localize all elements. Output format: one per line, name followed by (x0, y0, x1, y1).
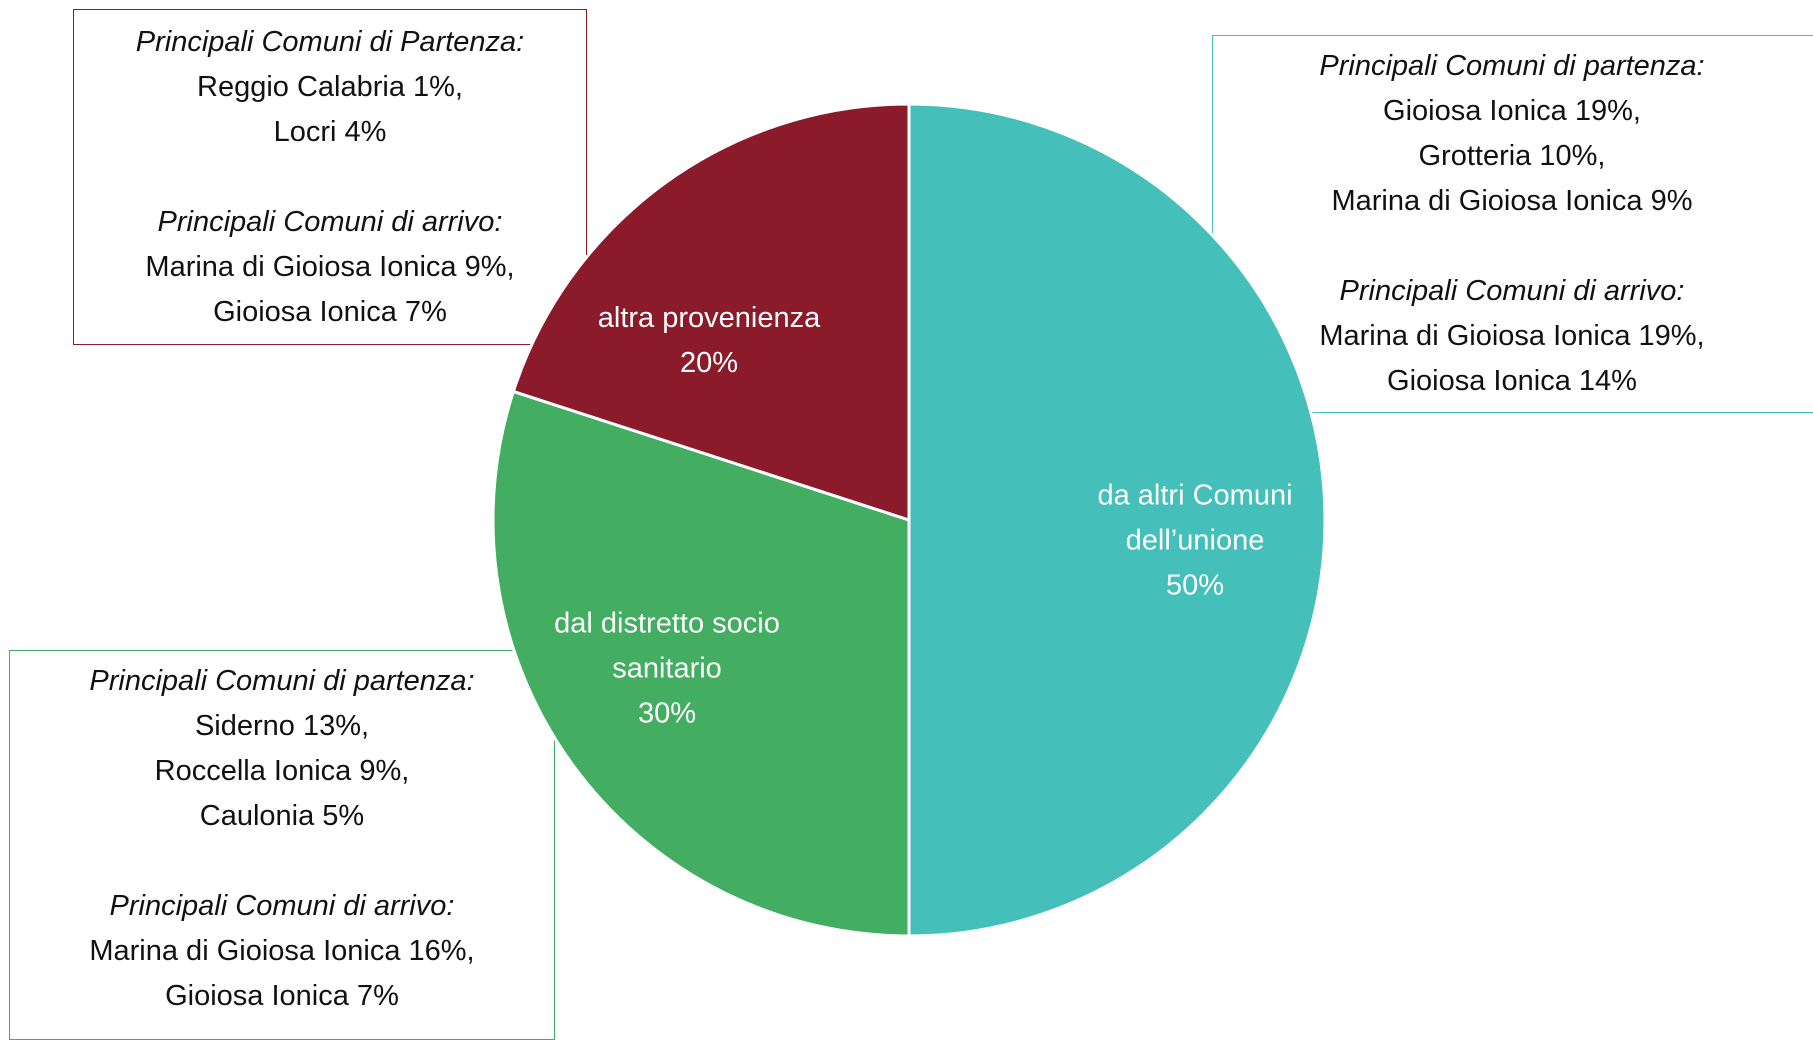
annotation-item: Marina di Gioiosa Ionica 19%, (1319, 320, 1705, 352)
annotation-section: Principali Comuni di arrivo: Marina di Gi… (145, 200, 514, 335)
annotation-item: Grotteria 10%, (1418, 140, 1606, 172)
annotation-item: Gioiosa Ionica 19%, (1383, 95, 1641, 127)
annotation-box (1212, 35, 1813, 413)
annotation-item: Gioiosa Ionica 7% (213, 295, 447, 328)
annotation-item: Gioiosa Ionica 14% (1387, 365, 1637, 397)
pie-slice (511, 102, 911, 523)
annotation-item: Marina di Gioiosa Ionica 9% (1331, 185, 1693, 217)
annotation-heading: Principali Comuni di Partenza: (135, 25, 525, 58)
slice-category: altra provenienza (597, 302, 821, 334)
pie-slice (491, 389, 911, 938)
slice-value-label: 30% (637, 697, 697, 730)
slice-label: da altri Comuni dell’unione 50% (1060, 474, 1330, 609)
annotation-item: Caulonia 5% (199, 799, 365, 832)
annotation-box (73, 9, 587, 345)
annotation-item: Locri 4% (273, 115, 387, 148)
pie-slice (907, 102, 1327, 938)
slice-category: dal distretto socio sanitario (554, 607, 780, 685)
annotation-heading: Principali Comuni di partenza: (1319, 50, 1705, 82)
annotation-item: Marina di Gioiosa Ionica 16%, (89, 934, 475, 967)
annotation-item: Gioiosa Ionica 7% (165, 979, 399, 1012)
annotation-section: Principali Comuni di Partenza: Reggio Cal… (136, 20, 524, 155)
annotation-heading: Principali Comuni di arrivo: (1339, 275, 1685, 307)
annotation-box (9, 650, 555, 1040)
annotation-text: Principali Comuni di Partenza: Reggio Cal… (73, 9, 587, 345)
annotation-item: Siderno 13%, (194, 709, 370, 742)
annotation-text: Principali Comuni di partenza: Siderno 13… (9, 650, 555, 1027)
annotation-text: Principali Comuni di partenza: Gioiosa Io… (1212, 35, 1812, 413)
annotation-section: Principali Comuni di partenza: Gioiosa Io… (1319, 44, 1704, 224)
annotation-section: Principali Comuni di arrivo: Marina di Gi… (89, 884, 474, 1019)
annotation-section: Principali Comuni di partenza: Siderno 13… (89, 659, 474, 839)
slice-label: altra provenienza 20% (549, 296, 869, 386)
slice-value-label: 50% (1165, 569, 1225, 602)
slice-value-label: 20% (679, 347, 739, 379)
annotation-heading: Principali Comuni di arrivo: (109, 889, 455, 922)
slice-category: da altri Comuni dell’unione (1097, 479, 1293, 557)
annotation-section: Principali Comuni di arrivo: Marina di Gi… (1319, 269, 1704, 404)
slice-label: dal distretto socio sanitario 30% (522, 602, 812, 737)
annotation-item: Roccella Ionica 9%, (154, 754, 410, 787)
annotation-heading: Principali Comuni di arrivo: (157, 205, 503, 238)
annotation-heading: Principali Comuni di partenza: (89, 664, 475, 697)
annotation-item: Marina di Gioiosa Ionica 9%, (145, 250, 515, 283)
annotation-item: Reggio Calabria 1%, (197, 70, 463, 103)
